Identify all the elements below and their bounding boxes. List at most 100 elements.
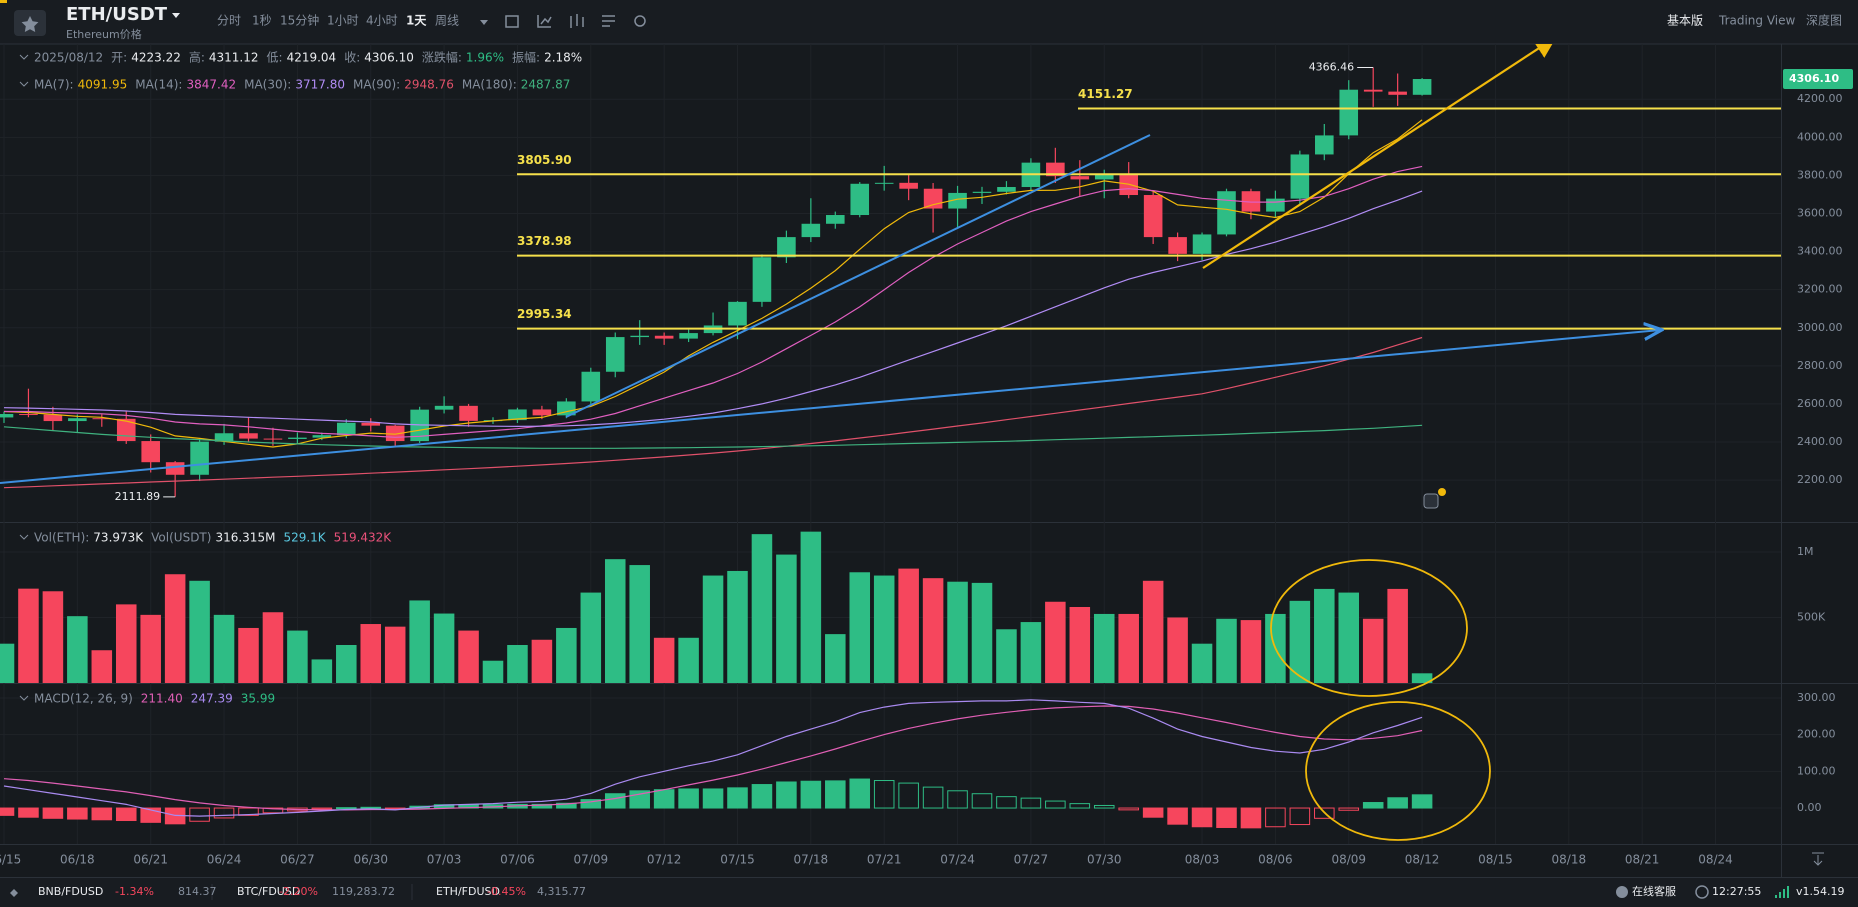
- interval-button[interactable]: 1小时: [327, 14, 359, 28]
- trend-line[interactable]: [565, 134, 1151, 418]
- x-tick-label: 08/03: [1185, 853, 1220, 867]
- interval-button[interactable]: 周线: [435, 14, 459, 28]
- x-tick-label: 08/18: [1552, 853, 1587, 867]
- candle-body: [263, 438, 283, 440]
- level-label: 4151.27: [1078, 87, 1133, 101]
- ma-legend-label: MA(180):: [462, 78, 517, 92]
- candle-body: [1143, 195, 1163, 238]
- candle-body: [1290, 154, 1310, 199]
- info-value: 4306.10: [364, 51, 414, 65]
- template-icon[interactable]: [602, 15, 615, 27]
- candle-body: [68, 418, 87, 422]
- interval-button[interactable]: 分时: [217, 14, 241, 28]
- macd-histogram-bar: [1289, 807, 1311, 826]
- interval-button[interactable]: 4小时: [366, 14, 398, 28]
- volume-bar: [873, 575, 895, 683]
- candle-body: [434, 405, 454, 410]
- volume-bar: [653, 637, 675, 683]
- volume-bar: [629, 565, 650, 683]
- chart-type-icon[interactable]: [570, 14, 584, 28]
- macd-histogram-bar: [336, 807, 357, 810]
- toolbar-icons: [505, 14, 646, 28]
- volume-bar: [140, 614, 161, 683]
- level-label: 2995.34: [517, 307, 572, 321]
- macd-histogram-bar: [213, 807, 235, 819]
- macd-histogram-bar: [1093, 804, 1115, 809]
- symbol-subtitle[interactable]: Ethereum价格: [66, 27, 142, 41]
- volume-bar: [287, 630, 308, 683]
- info-label: 高:: [189, 50, 205, 65]
- volume-legend-label: Vol(ETH):: [34, 531, 89, 545]
- macd-line: [3, 705, 1423, 811]
- symbol[interactable]: ETH/USDT: [66, 4, 168, 25]
- candle-body: [1315, 135, 1334, 155]
- y-tick-label: 4200.00: [1797, 92, 1843, 105]
- indicator-icon[interactable]: [537, 15, 552, 28]
- volume-bar: [947, 581, 968, 683]
- trend-arrow[interactable]: [1202, 39, 1557, 269]
- volume-bar: [604, 559, 626, 683]
- candle-body: [801, 223, 821, 238]
- x-tick-label: 08/15: [1478, 853, 1513, 867]
- axis-scale-icon[interactable]: [1812, 852, 1824, 866]
- corner-mark: [0, 0, 7, 3]
- volume-bar: [849, 572, 871, 683]
- highlight-ellipse: [1270, 559, 1468, 697]
- x-tick-label: 08/21: [1625, 853, 1660, 867]
- macd-histogram-bar: [1020, 797, 1042, 809]
- candle-body: [1192, 234, 1212, 254]
- macd-histogram-bar: [67, 807, 88, 820]
- ticker-pair[interactable]: BNB/FDUSD: [38, 885, 103, 898]
- calendar-icon[interactable]: [505, 15, 519, 28]
- macd-histogram-bar: [604, 793, 626, 809]
- interval-button[interactable]: 1秒: [252, 14, 272, 28]
- macd-title: MACD(12, 26, 9): [34, 692, 133, 706]
- trend-line[interactable]: [0, 330, 1660, 484]
- y-tick-label: 2200.00: [1797, 473, 1843, 486]
- volume-bar: [556, 627, 577, 683]
- x-tick-label: 06/27: [280, 853, 315, 867]
- ticker-pair[interactable]: ETH/FDUSD: [436, 885, 500, 898]
- volume-bar: [751, 534, 773, 683]
- x-tick-label: 07/24: [940, 853, 975, 867]
- ticker-pair[interactable]: BTC/FDUSD: [237, 885, 300, 898]
- macd-line: [3, 699, 1423, 817]
- volume-bar: [1142, 580, 1164, 683]
- candle-body: [923, 188, 943, 209]
- macd-legend-value: 247.39: [191, 692, 233, 706]
- ma-legend-value: 3847.42: [186, 78, 236, 92]
- interval-button[interactable]: 15分钟: [280, 13, 319, 28]
- support-link[interactable]: 在线客服: [1632, 884, 1676, 898]
- candle-body: [1388, 91, 1407, 95]
- macd-legend-value: 211.40: [141, 692, 183, 706]
- top-bar: ETH/USDT Ethereum价格: [0, 0, 1858, 44]
- interval-dropdown[interactable]: [480, 20, 488, 25]
- interval-button[interactable]: 1天: [406, 14, 427, 28]
- symbol-dropdown[interactable]: [172, 13, 180, 18]
- settings-icon[interactable]: [634, 15, 646, 27]
- volume-legend-value: 519.432K: [334, 531, 393, 545]
- volume-bar: [1362, 618, 1384, 683]
- y-tick-label: 3600.00: [1797, 206, 1843, 219]
- view-toggle[interactable]: Trading View: [1718, 14, 1796, 28]
- volume-bar: [91, 650, 113, 683]
- candle-body: [239, 433, 258, 439]
- ma-line: [3, 190, 1423, 428]
- volume-bar: [727, 570, 748, 683]
- macd-histogram-bar: [580, 799, 602, 809]
- x-tick-label: 08/12: [1405, 853, 1440, 867]
- candle-body: [1070, 176, 1090, 180]
- macd-histogram-bar: [727, 787, 748, 809]
- y-tick-label: 0.00: [1797, 801, 1822, 814]
- note-icon[interactable]: [1423, 493, 1439, 509]
- view-toggle[interactable]: 深度图: [1806, 13, 1842, 28]
- volume-bar: [580, 592, 602, 683]
- candle-body: [654, 335, 674, 339]
- drawings: [0, 39, 1660, 509]
- macd-histogram-bar: [91, 807, 113, 821]
- candle-body: [777, 237, 796, 258]
- view-toggle[interactable]: 基本版: [1667, 14, 1703, 28]
- macd-histogram-bar: [1265, 807, 1286, 828]
- volume-bar: [678, 637, 699, 683]
